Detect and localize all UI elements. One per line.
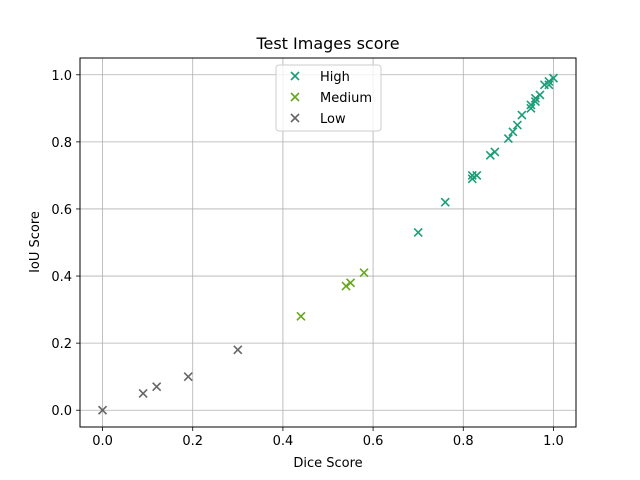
x-tick-label: 0.0 [92, 434, 113, 449]
legend-marker-medium [290, 92, 300, 102]
legend-label-high: High [320, 70, 350, 85]
legend-marker-high [290, 71, 300, 81]
x-tick-label: 0.4 [273, 434, 294, 449]
point-high [413, 227, 423, 238]
y-tick-label: 0.6 [51, 203, 72, 218]
x-tick-label: 0.2 [182, 434, 203, 449]
legend-box [275, 64, 382, 132]
point-high [490, 147, 500, 157]
point-high [526, 103, 536, 113]
point-high [535, 90, 545, 100]
point-low [183, 372, 193, 382]
point-low [97, 405, 108, 415]
y-tick-label: 0.4 [51, 270, 72, 285]
point-high [530, 97, 540, 107]
point-medium [345, 278, 356, 288]
legend-marker-low [290, 113, 300, 123]
point-medium [341, 281, 351, 291]
point-high [548, 73, 559, 83]
y-axis-label: IoU Score [28, 211, 43, 273]
point-high [508, 127, 518, 137]
y-tick-label: 0.0 [51, 404, 72, 419]
legend-label-medium: Medium [320, 91, 372, 106]
plot-area-frame [79, 57, 577, 428]
y-tick-label: 0.8 [51, 136, 72, 151]
x-tick-label: 0.6 [363, 434, 384, 449]
x-axis-label: Dice Score [293, 456, 362, 471]
point-high [512, 120, 522, 130]
point-medium [359, 268, 369, 278]
x-tick-label: 0.8 [453, 434, 474, 449]
point-high [472, 170, 482, 180]
x-tick-label: 1.0 [543, 434, 564, 449]
point-high [503, 133, 513, 144]
point-low [233, 345, 243, 355]
point-high [440, 197, 450, 207]
chart-title: Test Images score [255, 34, 399, 53]
point-medium [296, 311, 306, 321]
point-low [152, 382, 162, 392]
y-tick-label: 1.0 [51, 69, 72, 84]
point-high [526, 100, 536, 110]
point-high [530, 93, 540, 103]
point-high [485, 150, 495, 160]
point-high [544, 76, 554, 87]
axis-ticks: 0.0 0.2 0.4 0.6 0.8 1.0 0.0 0.2 0.4 0.6 0.8 1.0 [51, 69, 563, 449]
data-points [97, 73, 559, 415]
point-high [517, 110, 527, 120]
point-low [138, 388, 148, 399]
legend: High Medium Low [275, 64, 382, 132]
point-high [544, 80, 554, 90]
legend-label-low: Low [320, 112, 346, 127]
y-tick-label: 0.2 [51, 337, 72, 352]
point-high [467, 174, 477, 184]
